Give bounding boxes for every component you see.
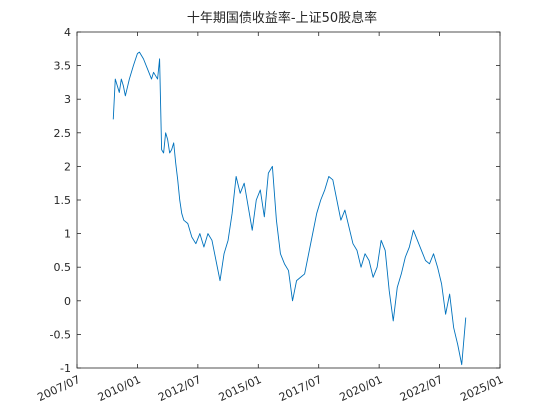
y-tick-label: 1.5 — [54, 194, 72, 207]
axes — [76, 31, 501, 369]
ticks: -1 -0.5 0 0.5 1 1.5 2 2.5 3 3.5 4 2007/07 2010/01 201… — [35, 26, 505, 404]
series-line-0 — [112, 51, 467, 366]
y-tick-label: -0.5 — [50, 328, 71, 341]
x-tick-label: 2007/07 — [35, 373, 82, 404]
plot-area — [112, 51, 467, 366]
y-tick-label: 4 — [64, 26, 71, 39]
x-tick-label: 2025/01 — [458, 373, 505, 404]
x-tick-label: 2017/07 — [277, 373, 324, 404]
x-tick-label: 2020/01 — [337, 373, 384, 404]
x-tick-label: 2022/07 — [398, 373, 445, 404]
x-tick-label: 2012/07 — [156, 373, 203, 404]
y-tick-label: 0 — [64, 295, 71, 308]
y-tick-label: 2 — [64, 160, 71, 173]
y-tick-label: 2.5 — [54, 127, 72, 140]
chart-title: 十年期国债收益率-上证50股息率 — [187, 10, 377, 26]
x-tick-label: 2015/01 — [217, 373, 264, 404]
y-tick-label: 1 — [64, 228, 71, 241]
y-tick-label: 3 — [64, 93, 71, 106]
y-tick-label: 0.5 — [54, 261, 72, 274]
axes-box — [76, 31, 501, 369]
y-tick-label: 3.5 — [54, 60, 72, 73]
x-tick-label: 2010/01 — [96, 373, 143, 404]
y-tick-label: -1 — [60, 362, 71, 375]
